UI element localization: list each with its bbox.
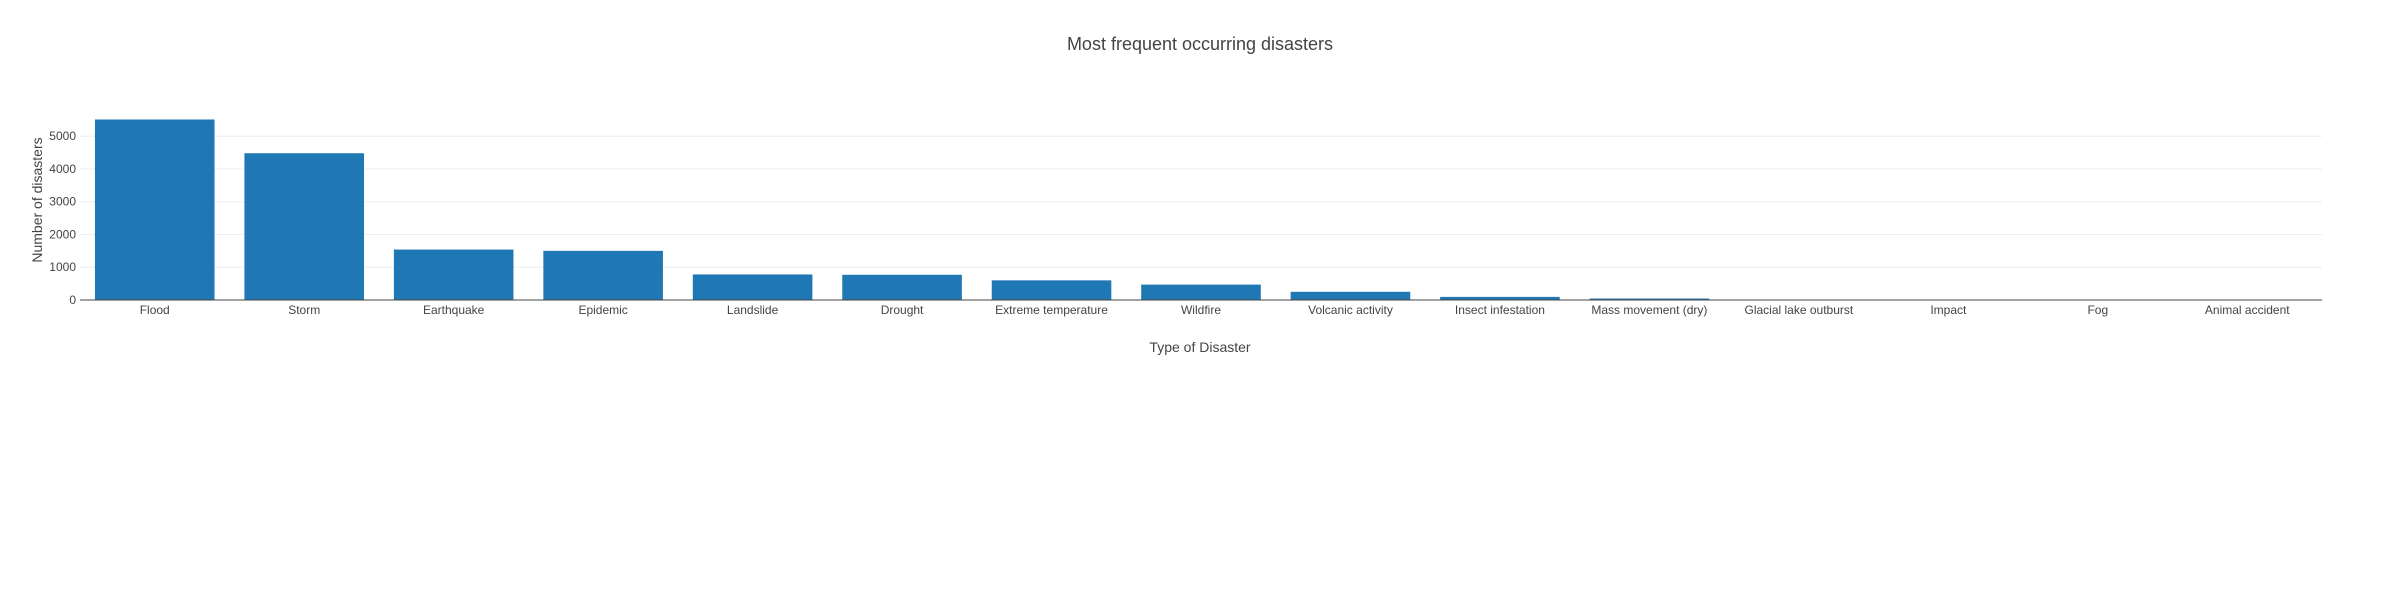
bar[interactable] <box>991 280 1112 300</box>
bar[interactable] <box>1141 284 1261 300</box>
x-axis-title: Type of Disaster <box>1149 339 1250 355</box>
x-tick-label: Storm <box>288 303 320 317</box>
x-tick-label: Extreme temperature <box>995 303 1108 317</box>
y-tick-label: 0 <box>69 293 76 307</box>
x-tick-label: Insect infestation <box>1455 303 1545 317</box>
bars <box>94 119 2308 301</box>
x-tick-label: Glacial lake outburst <box>1744 303 1853 317</box>
bar[interactable] <box>842 274 962 300</box>
y-tick-label: 5000 <box>49 129 76 143</box>
x-tick-label: Fog <box>2087 303 2108 317</box>
bar[interactable] <box>1440 296 1560 300</box>
x-tick-label: Wildfire <box>1181 303 1221 317</box>
gridlines <box>80 135 2322 268</box>
x-tick-labels: Flood Storm Earthquake Epidemic Landslide Dro… <box>140 303 2291 317</box>
bar[interactable] <box>1290 291 1411 300</box>
chart-title: Most frequent occurring disasters <box>1067 34 1333 54</box>
y-axis-title: Number of disasters <box>29 137 45 262</box>
y-tick-label: 2000 <box>49 227 76 241</box>
bar[interactable] <box>244 153 364 300</box>
x-tick-label: Mass movement (dry) <box>1591 303 1707 317</box>
x-tick-label: Epidemic <box>578 303 627 317</box>
bar[interactable] <box>543 250 663 300</box>
y-tick-label: 1000 <box>49 260 76 274</box>
x-tick-label: Volcanic activity <box>1308 303 1393 317</box>
x-tick-label: Landslide <box>727 303 779 317</box>
bar[interactable] <box>1589 298 1710 300</box>
bar[interactable] <box>393 249 514 300</box>
x-tick-label: Impact <box>1930 303 1967 317</box>
y-tick-labels: 0 1000 2000 3000 4000 5000 <box>49 129 76 307</box>
x-tick-label: Drought <box>881 303 924 317</box>
x-tick-label: Earthquake <box>423 303 485 317</box>
x-tick-label: Animal accident <box>2205 303 2290 317</box>
y-tick-label: 4000 <box>49 162 76 176</box>
y-tick-label: 3000 <box>49 195 76 209</box>
bar[interactable] <box>692 274 813 300</box>
bar[interactable] <box>94 119 215 301</box>
x-tick-label: Flood <box>140 303 170 317</box>
